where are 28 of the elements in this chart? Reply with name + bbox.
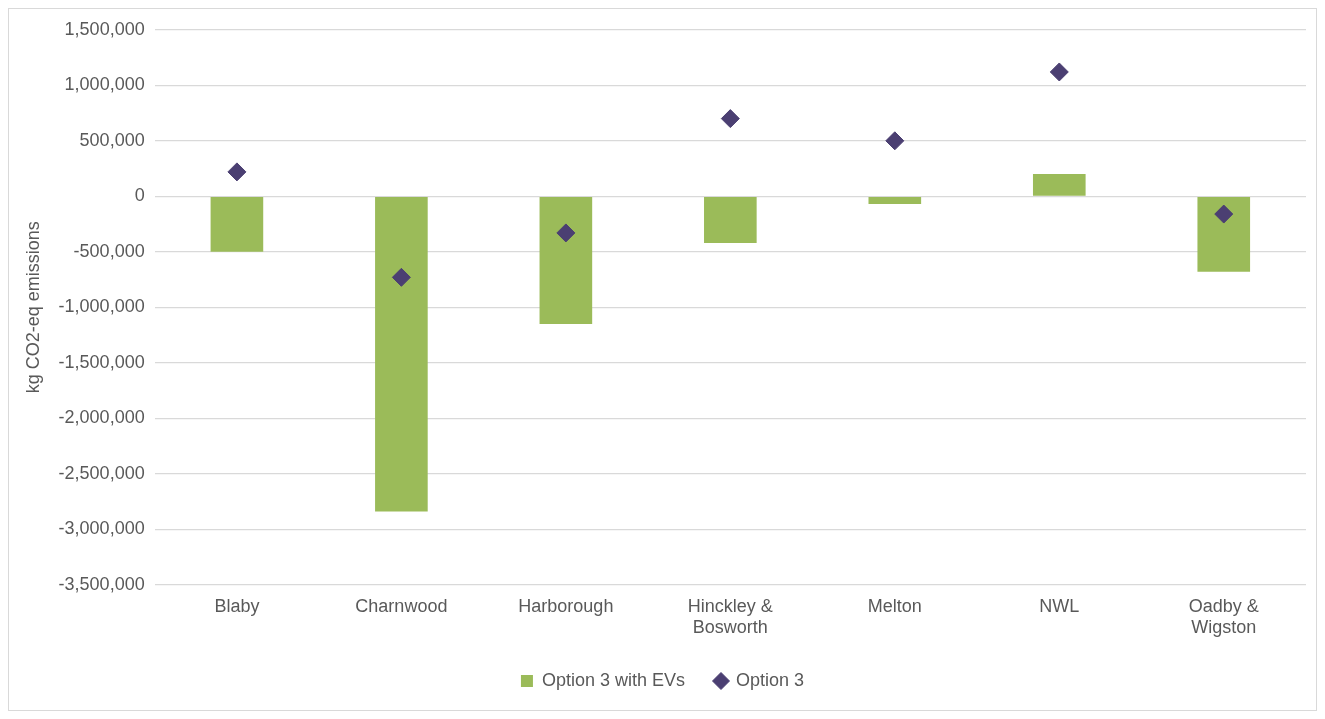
- y-tick-label: -3,000,000: [58, 518, 145, 539]
- point: [1214, 204, 1234, 224]
- y-tick-label: -3,500,000: [58, 573, 145, 594]
- point: [556, 223, 576, 243]
- legend-label: Option 3 with EVs: [541, 669, 686, 690]
- y-tick-label: -500,000: [73, 240, 145, 261]
- y-axis-title: kg CO2-eq emissions: [22, 221, 43, 394]
- y-tick-label: 1,500,000: [64, 18, 145, 39]
- y-tick-label: -2,000,000: [58, 407, 145, 428]
- legend-label: Option 3: [736, 669, 805, 690]
- y-tick-label: 1,000,000: [64, 74, 145, 95]
- y-tick-label: 500,000: [79, 129, 145, 150]
- point: [227, 162, 247, 182]
- point: [720, 109, 740, 129]
- x-tick-label: Melton: [867, 595, 922, 616]
- y-tick-label: -1,500,000: [58, 351, 145, 372]
- point: [1049, 62, 1069, 82]
- y-tick-label: 0: [134, 185, 145, 206]
- x-tick-label: Hinckley & Bosworth: [687, 595, 773, 638]
- x-tick-label: NWL: [1039, 595, 1080, 616]
- point: [391, 267, 411, 287]
- point: [885, 131, 905, 151]
- x-tick-label: Blaby: [214, 595, 260, 616]
- y-tick-label: -1,000,000: [58, 296, 145, 317]
- x-tick-label: Harborough: [518, 595, 614, 616]
- x-tick-label: Charnwood: [355, 595, 448, 616]
- x-tick-label: Oadby & Wigston: [1188, 595, 1259, 638]
- y-tick-label: -2,500,000: [58, 462, 145, 483]
